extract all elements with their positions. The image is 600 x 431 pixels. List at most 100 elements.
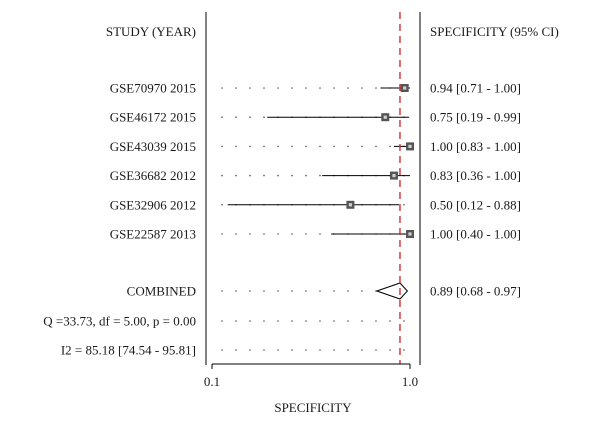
- study-row: GSE22587 2013 1.00 [0.40 - 1.00]: [110, 227, 521, 242]
- study-label: GSE22587 2013: [110, 227, 196, 242]
- combined-label: COMBINED: [127, 284, 196, 299]
- point-estimate-center: [348, 203, 352, 207]
- dotted-guide-dot: [333, 87, 335, 89]
- dotted-guide-dot: [235, 145, 237, 148]
- dotted-guide-dot: [347, 145, 349, 148]
- dotted-guide-dot: [305, 87, 307, 89]
- combined-ci-text: 0.89 [0.68 - 0.97]: [430, 284, 521, 299]
- dotted-guide-dot: [319, 349, 321, 351]
- dotted-guide-dot: [249, 290, 251, 292]
- dotted-guide-dot: [291, 290, 293, 292]
- dotted-guide-dot: [263, 174, 265, 177]
- dotted-guide-dot: [389, 145, 391, 148]
- study-label: GSE70970 2015: [110, 81, 196, 96]
- dotted-guide-dot: [221, 233, 223, 235]
- dotted-guide-dot: [319, 290, 321, 292]
- dotted-guide-dot: [403, 204, 405, 206]
- dotted-guide-dot: [249, 145, 251, 148]
- dotted-guide-dot: [221, 87, 223, 89]
- dotted-guide-dot: [249, 87, 251, 89]
- dotted-guide-dot: [333, 349, 335, 351]
- dotted-guide-dot: [333, 320, 335, 322]
- dotted-guide-dot: [319, 174, 321, 177]
- study-row: GSE32906 2012 0.50 [0.12 - 0.88]: [110, 197, 521, 212]
- dotted-guide-dot: [403, 349, 405, 351]
- right-header: SPECIFICITY (95% CI): [430, 24, 559, 39]
- dotted-guide-dot: [291, 349, 293, 351]
- dotted-guide-dot: [361, 145, 363, 148]
- ci-text: 1.00 [0.83 - 1.00]: [430, 139, 521, 154]
- dotted-guide-dot: [249, 116, 251, 118]
- dotted-guide-dot: [291, 320, 293, 322]
- ci-text: 0.75 [0.19 - 0.99]: [430, 110, 521, 125]
- dotted-guide-dot: [319, 233, 321, 235]
- point-estimate-center: [383, 115, 387, 119]
- study-row: GSE46172 2015 0.75 [0.19 - 0.99]: [110, 110, 521, 125]
- x-axis: 0.1 1.0: [204, 363, 418, 389]
- dotted-guide-dot: [263, 116, 265, 118]
- study-label: GSE46172 2015: [110, 110, 196, 125]
- dotted-guide-dot: [221, 174, 223, 177]
- dotted-guide-dot: [347, 87, 349, 89]
- ci-text: 0.83 [0.36 - 1.00]: [430, 168, 521, 183]
- heterogeneity-stats: Q =33.73, df = 5.00, p = 0.00 I2 = 85.18 …: [43, 314, 405, 358]
- dotted-guide-dot: [389, 320, 391, 322]
- left-header: STUDY (YEAR): [106, 24, 196, 39]
- dotted-guide-dot: [277, 87, 279, 89]
- dotted-guide-dot: [249, 320, 251, 322]
- dotted-guide-dot: [375, 145, 377, 148]
- dotted-guide-dot: [277, 290, 279, 292]
- study-row: GSE36682 2012 0.83 [0.36 - 1.00]: [110, 168, 521, 183]
- dotted-guide-dot: [291, 87, 293, 89]
- dotted-guide-dot: [235, 174, 237, 177]
- dotted-guide-dot: [347, 320, 349, 322]
- dotted-guide-dot: [235, 87, 237, 89]
- dotted-guide-dot: [389, 349, 391, 351]
- dotted-guide-dot: [305, 174, 307, 177]
- point-estimate-center: [408, 232, 412, 236]
- study-label: GSE32906 2012: [110, 197, 196, 212]
- dotted-guide-dot: [235, 233, 237, 235]
- dotted-guide-dot: [291, 174, 293, 177]
- dotted-guide-dot: [221, 204, 223, 206]
- stats-line: I2 = 85.18 [74.54 - 95.81]: [61, 343, 196, 358]
- dotted-guide-dot: [361, 320, 363, 322]
- combined-diamond: [375, 282, 409, 300]
- dotted-guide-dot: [305, 349, 307, 351]
- dotted-guide-dot: [277, 174, 279, 177]
- stats-line: Q =33.73, df = 5.00, p = 0.00: [43, 314, 196, 329]
- x-tick-label: 1.0: [402, 374, 418, 389]
- dotted-guide-dot: [305, 290, 307, 292]
- ci-text: 0.50 [0.12 - 0.88]: [430, 197, 521, 212]
- dotted-guide-dot: [333, 145, 335, 148]
- combined-row: COMBINED 0.89 [0.68 - 0.97]: [127, 282, 521, 300]
- x-axis-label: SPECIFICITY: [274, 400, 352, 415]
- dotted-guide-dot: [263, 145, 265, 148]
- dotted-guide-dot: [235, 290, 237, 292]
- dotted-guide-dot: [347, 290, 349, 292]
- dotted-guide-dot: [221, 116, 223, 118]
- dotted-guide-dot: [403, 320, 405, 322]
- dotted-guide-dot: [277, 145, 279, 148]
- dotted-guide-dot: [305, 320, 307, 322]
- point-estimate-center: [392, 174, 396, 178]
- dotted-guide-dot: [263, 87, 265, 89]
- dotted-guide-dot: [221, 145, 223, 148]
- study-row: GSE43039 2015 1.00 [0.83 - 1.00]: [110, 139, 521, 154]
- dotted-guide-dot: [249, 174, 251, 177]
- dotted-guide-dot: [221, 349, 223, 351]
- dotted-guide-dot: [375, 349, 377, 351]
- dotted-guide-dot: [375, 87, 377, 89]
- dotted-guide-dot: [263, 320, 265, 322]
- dotted-guide-dot: [263, 349, 265, 351]
- dotted-guide-dot: [347, 349, 349, 351]
- dotted-guide-dot: [263, 290, 265, 292]
- dotted-guide-dot: [235, 349, 237, 351]
- ci-text: 1.00 [0.40 - 1.00]: [430, 227, 521, 242]
- dotted-guide-dot: [361, 87, 363, 89]
- study-label: GSE43039 2015: [110, 139, 196, 154]
- dotted-guide-dot: [375, 320, 377, 322]
- dotted-guide-dot: [291, 233, 293, 235]
- dotted-guide-dot: [319, 145, 321, 148]
